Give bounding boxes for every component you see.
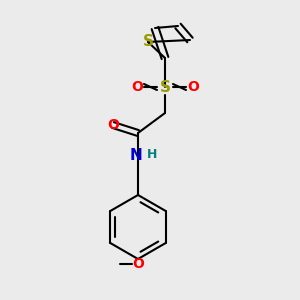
- Text: S: S: [142, 34, 154, 50]
- Text: N: N: [130, 148, 142, 163]
- Text: O: O: [132, 257, 144, 271]
- Text: H: H: [147, 148, 157, 161]
- Text: S: S: [160, 80, 170, 94]
- Text: O: O: [187, 80, 199, 94]
- Text: O: O: [107, 118, 119, 132]
- Text: O: O: [131, 80, 143, 94]
